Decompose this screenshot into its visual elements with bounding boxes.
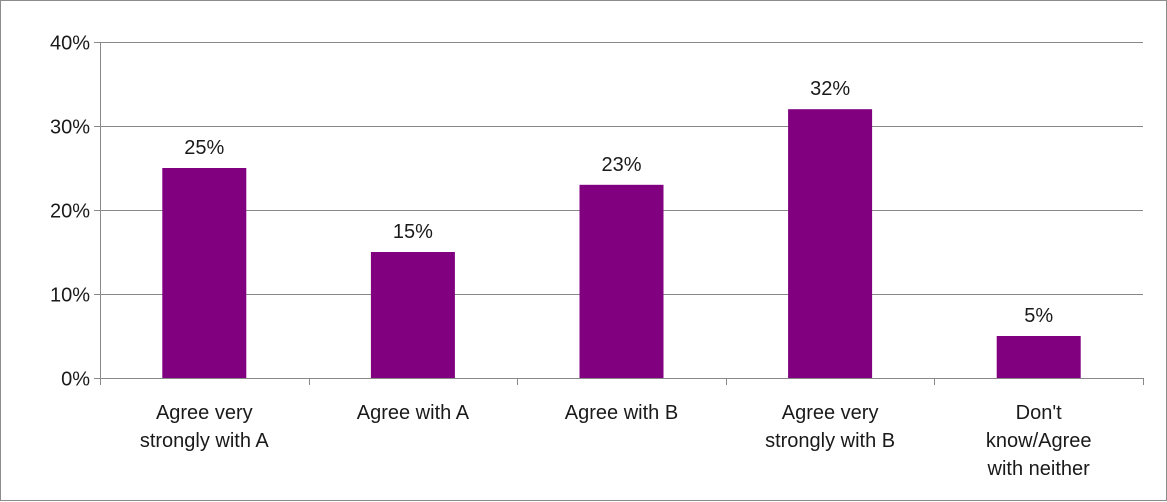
data-label-0: 25% — [184, 137, 224, 159]
bar-2 — [579, 184, 664, 378]
bar-0 — [162, 168, 247, 378]
category-label-line: Agree very — [782, 402, 879, 424]
bar-1 — [370, 252, 455, 378]
category-label-0: Agree very strongly with A — [140, 402, 270, 452]
data-label-3: 32% — [810, 78, 850, 100]
category-label-line: strongly with A — [140, 430, 270, 452]
y-tick-label: 30% — [50, 117, 90, 139]
bar-3 — [788, 109, 873, 378]
category-label-2: Agree with B — [565, 402, 678, 424]
y-tick-label: 40% — [50, 33, 90, 55]
y-tick-label: 20% — [50, 201, 90, 223]
bar-4 — [996, 336, 1081, 378]
category-label-line: know/Agree — [986, 430, 1092, 452]
category-label-line: with neither — [987, 458, 1091, 480]
bars — [162, 109, 1081, 378]
category-label-line: Agree with B — [565, 402, 678, 424]
category-label-line: Agree very — [156, 402, 253, 424]
category-label-line: strongly with B — [765, 430, 895, 452]
y-tick-label: 10% — [50, 285, 90, 307]
data-label-2: 23% — [601, 154, 641, 176]
data-label-4: 5% — [1024, 305, 1053, 327]
labels: 0% 10% 20% 30% 40% 25% Agree very strongly with… — [50, 33, 1092, 481]
category-label-line: Agree with A — [357, 402, 470, 424]
category-label-3: Agree very strongly with B — [765, 402, 895, 452]
y-tick-label: 0% — [61, 369, 90, 391]
category-label-1: Agree with A — [357, 402, 470, 424]
category-label-4: Don't know/Agree with neither — [986, 402, 1092, 480]
data-label-1: 15% — [393, 221, 433, 243]
axes — [94, 42, 1144, 385]
category-label-line: Don't — [1016, 402, 1063, 424]
